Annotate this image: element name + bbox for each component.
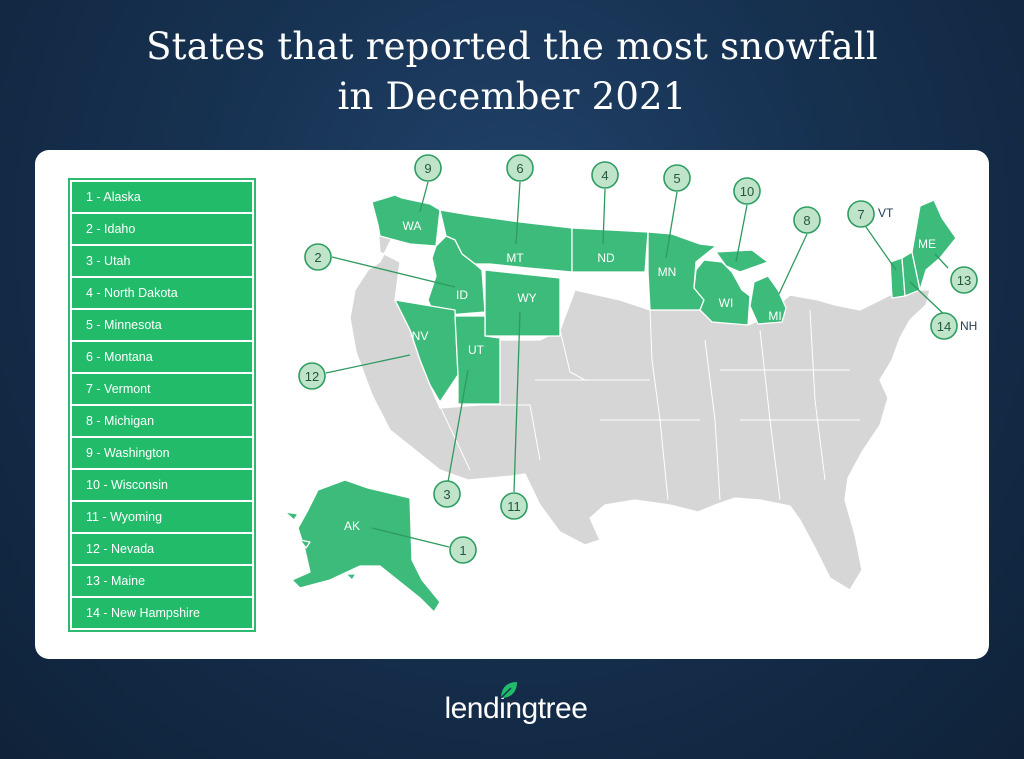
title-line-2: in December 2021: [337, 75, 687, 118]
rank-marker-circle: [663, 164, 691, 192]
lendingtree-logo: lendingtree: [0, 692, 1024, 726]
marker-ut: 3: [443, 487, 450, 502]
rank-marker-circle: [414, 154, 442, 182]
rank-marker-circle: [950, 266, 978, 294]
rank-marker-circle: [500, 492, 528, 520]
leader-line: [371, 527, 450, 548]
marker-wy: 11: [507, 499, 521, 514]
label-wi: WI: [719, 296, 734, 310]
leaf-icon: [500, 682, 517, 699]
legend-item: 2 - Idaho: [72, 214, 252, 244]
label-wy: WY: [517, 291, 536, 305]
state-wy: [484, 269, 561, 337]
us-mainland-base: [349, 194, 931, 591]
state-mi-upper: [715, 249, 769, 273]
state-id: [427, 235, 486, 317]
legend-item: 9 - Washington: [72, 438, 252, 468]
marker-nh: 14: [937, 319, 951, 334]
leader-line: [331, 256, 456, 288]
leader-line: [515, 181, 521, 245]
rank-marker-circle: [591, 161, 619, 189]
leader-line: [665, 191, 678, 259]
ranking-legend: 1 - Alaska 2 - Idaho 3 - Utah 4 - North …: [68, 178, 256, 632]
marker-wi: 10: [740, 184, 754, 199]
rank-marker-circle: [298, 362, 326, 390]
leader-line: [934, 253, 949, 269]
marker-nd: 4: [601, 168, 608, 183]
label-nh: NH: [960, 319, 977, 333]
rank-marker-circle: [733, 177, 761, 205]
brand-name: lendingtree: [444, 692, 588, 725]
ak-islands: [284, 511, 357, 581]
state-ak: [291, 479, 441, 613]
legend-item: 4 - North Dakota: [72, 278, 252, 308]
label-nv: NV: [412, 329, 429, 343]
legend-item: 14 - New Hampshire: [72, 598, 252, 628]
marker-nv: 12: [305, 369, 319, 384]
label-vt: VT: [878, 206, 894, 220]
marker-wa: 9: [424, 161, 431, 176]
label-ut: UT: [468, 343, 485, 357]
legend-item: 10 - Wisconsin: [72, 470, 252, 500]
legend-item: 5 - Minnesota: [72, 310, 252, 340]
legend-item: 7 - Vermont: [72, 374, 252, 404]
legend-item: 13 - Maine: [72, 566, 252, 596]
state-nd: [571, 227, 649, 273]
leader-line: [865, 226, 897, 271]
rank-marker-circle: [930, 312, 958, 340]
leader-line: [513, 311, 521, 493]
label-id: ID: [456, 288, 468, 302]
label-me: ME: [918, 237, 936, 251]
legend-item: 1 - Alaska: [72, 182, 252, 212]
leader-line: [447, 369, 469, 483]
rank-marker-circle: [793, 206, 821, 234]
label-ak: AK: [344, 519, 360, 533]
state-me: [911, 199, 957, 291]
leader-line: [778, 233, 808, 295]
legend-item: 3 - Utah: [72, 246, 252, 276]
marker-mt: 6: [516, 161, 523, 176]
legend-item: 8 - Michigan: [72, 406, 252, 436]
rank-marker-circle: [304, 243, 332, 271]
leader-line: [602, 188, 606, 245]
page-title: States that reported the most snowfall i…: [0, 22, 1024, 122]
title-line-1: States that reported the most snowfall: [146, 25, 878, 68]
marker-me: 13: [957, 273, 971, 288]
rank-marker-circle: [506, 154, 534, 182]
leader-line: [325, 354, 411, 374]
legend-item: 11 - Wyoming: [72, 502, 252, 532]
label-nd: ND: [597, 251, 615, 265]
rank-marker-circle: [847, 200, 875, 228]
label-mt: MT: [506, 251, 524, 265]
rank-marker-circle: [449, 536, 477, 564]
marker-vt: 7: [857, 207, 864, 222]
leader-line: [419, 181, 429, 213]
marker-ak: 1: [459, 543, 466, 558]
label-mi: MI: [768, 309, 781, 323]
leader-line: [909, 281, 949, 319]
leader-line: [735, 204, 748, 263]
legend-item: 12 - Nevada: [72, 534, 252, 564]
state-wi: [693, 259, 751, 326]
marker-mn: 5: [673, 171, 680, 186]
marker-mi: 8: [803, 213, 810, 228]
label-wa: WA: [403, 219, 422, 233]
marker-id: 2: [314, 250, 321, 265]
rank-marker-circle: [433, 480, 461, 508]
legend-item: 6 - Montana: [72, 342, 252, 372]
state-mi: [749, 275, 787, 325]
label-mn: MN: [658, 265, 677, 279]
